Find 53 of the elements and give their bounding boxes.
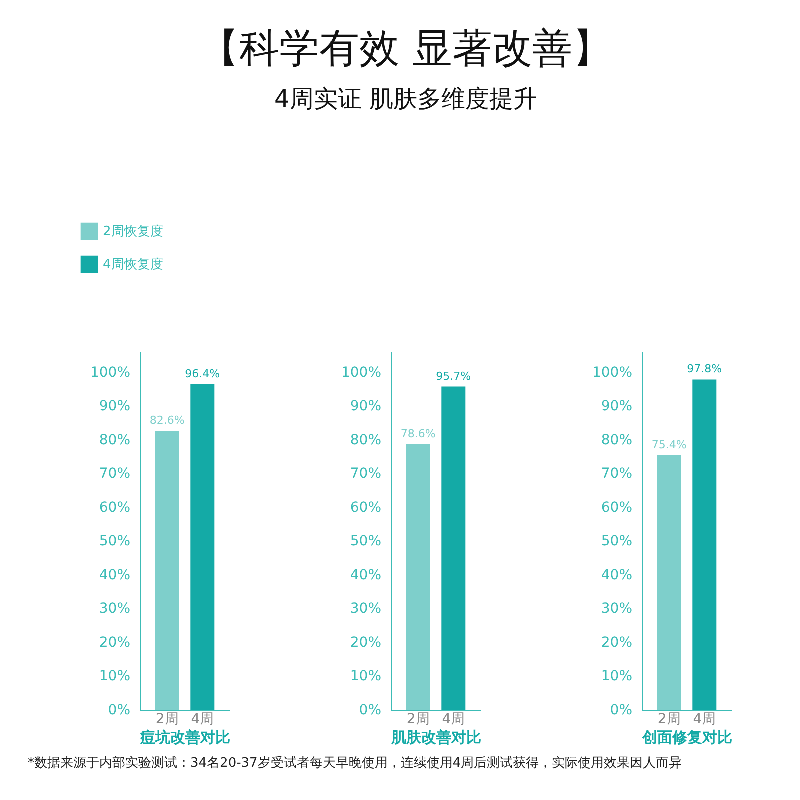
y-tick-label: 30% — [99, 601, 130, 618]
y-tick-label: 10% — [350, 668, 382, 685]
x-tick-label: 2周 — [406, 712, 430, 728]
y-tick-label: 50% — [601, 534, 632, 550]
x-tick-label: 4周 — [693, 712, 716, 728]
chart-subtitle: 4周实证 肌肤多维度提升 — [274, 85, 538, 113]
data-label: 96.4% — [185, 367, 220, 380]
y-tick-label: 70% — [99, 466, 130, 482]
y-tick-label: 60% — [350, 500, 382, 516]
y-tick-label: 0% — [610, 702, 632, 718]
y-tick-label: 60% — [99, 500, 130, 516]
data-label: 78.6% — [400, 428, 436, 441]
y-tick-label: 20% — [99, 634, 130, 651]
y-tick-label: 90% — [601, 398, 632, 415]
y-tick-label: 50% — [99, 534, 130, 550]
y-tick-label: 60% — [601, 500, 632, 516]
x-axis-title: 创面修复对比 — [642, 728, 732, 746]
data-label: 75.4% — [652, 438, 687, 452]
y-tick-label: 20% — [350, 634, 382, 651]
y-tick-label: 70% — [601, 466, 632, 482]
y-tick-label: 50% — [350, 534, 382, 550]
y-tick-label: 0% — [108, 702, 130, 718]
x-tick-label: 2周 — [156, 712, 179, 728]
legend-label: 4周恢复度 — [103, 256, 164, 272]
y-tick-label: 100% — [341, 364, 382, 381]
x-tick-label: 4周 — [442, 712, 466, 728]
chart-title: 【科学有效 显著改善】 — [200, 26, 612, 72]
y-tick-label: 40% — [601, 567, 632, 584]
y-tick-label: 10% — [99, 668, 130, 685]
y-tick-label: 90% — [350, 398, 382, 415]
y-tick-label: 80% — [99, 432, 130, 448]
x-axis-title: 痘坑改善对比 — [140, 728, 230, 746]
text: *数据来源于内部实验测试：34名20-37岁受试者每天早晚使用，连续使用4周后测试获得，实际使用效果因人而异 — [28, 755, 684, 773]
y-tick-label: 10% — [601, 668, 632, 685]
y-tick-label: 30% — [350, 601, 382, 618]
y-tick-label: 40% — [99, 567, 130, 584]
data-label: 97.8% — [687, 362, 722, 376]
y-tick-label: 80% — [350, 432, 382, 448]
x-tick-label: 4周 — [191, 712, 214, 728]
x-axis-title: 肌肤改善对比 — [390, 728, 482, 746]
y-tick-label: 70% — [350, 466, 382, 482]
data-label: 82.6% — [150, 414, 185, 428]
y-tick-label: 20% — [601, 634, 632, 651]
y-tick-label: 100% — [592, 364, 632, 381]
x-tick-label: 2周 — [658, 712, 681, 728]
y-tick-label: 0% — [359, 702, 382, 718]
y-tick-label: 80% — [601, 432, 632, 448]
legend-label: 2周恢复度 — [103, 224, 164, 240]
y-tick-label: 90% — [99, 398, 130, 415]
y-tick-label: 100% — [90, 364, 130, 381]
data-label: 95.7% — [436, 370, 472, 383]
y-tick-label: 30% — [601, 601, 632, 618]
y-tick-label: 40% — [350, 567, 382, 584]
